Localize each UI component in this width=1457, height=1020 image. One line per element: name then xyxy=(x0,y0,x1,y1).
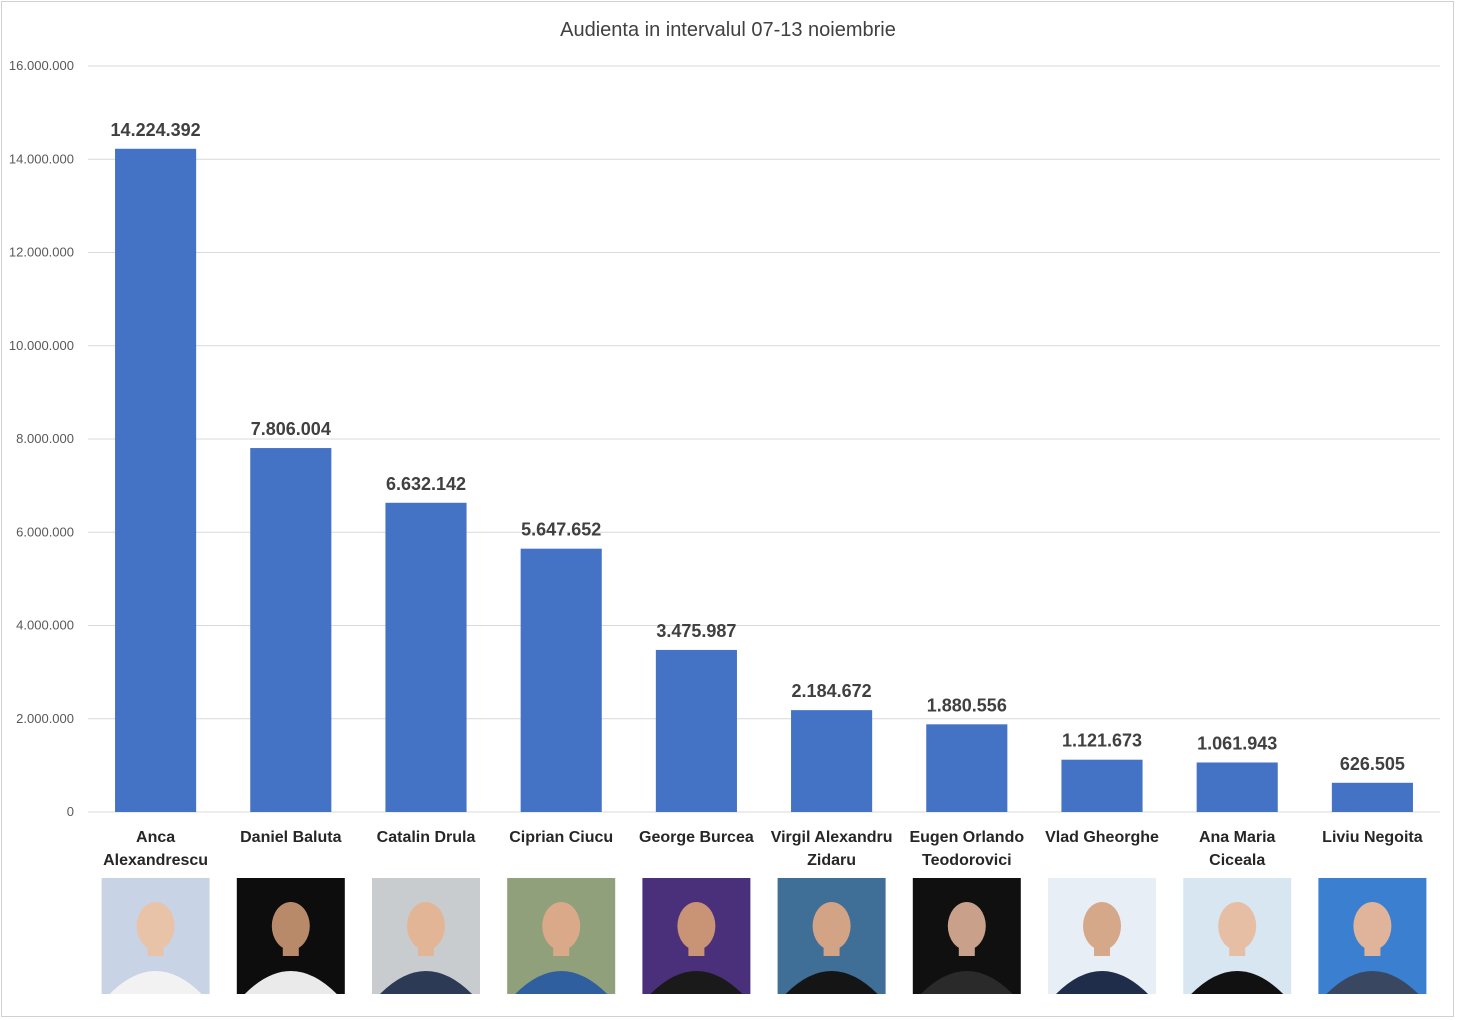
category-label: Ana Maria xyxy=(1199,829,1276,846)
data-label: 3.475.987 xyxy=(656,621,736,641)
data-labels: 14.224.392 7.806.004 6.632.142 5.647.652 3.4… xyxy=(111,120,1405,774)
category-label: Eugen Orlando xyxy=(909,829,1024,846)
portrait-shoulders xyxy=(1191,971,1284,994)
category-label: George Burcea xyxy=(639,829,754,846)
bar xyxy=(385,502,467,812)
bar xyxy=(115,148,197,812)
category-label: Liviu Negoita xyxy=(1322,829,1423,846)
portraits xyxy=(101,878,1427,994)
x-axis-labels: Anca Alexandrescu Daniel Baluta Catalin Dru… xyxy=(103,829,1423,869)
bar xyxy=(655,649,737,812)
portrait-shoulders xyxy=(109,971,202,994)
anca-alexandrescu-portrait-icon xyxy=(101,878,210,994)
portrait-head xyxy=(407,902,445,950)
data-label: 6.632.142 xyxy=(386,474,466,494)
data-label: 5.647.652 xyxy=(521,520,601,540)
portrait-head xyxy=(1218,902,1257,950)
category-label: Ciprian Ciucu xyxy=(509,829,613,846)
y-tick-label: 8.000.000 xyxy=(16,431,74,446)
george-burcea-portrait-icon xyxy=(642,878,751,994)
data-label: 1.061.943 xyxy=(1197,733,1277,753)
bar xyxy=(520,548,602,812)
daniel-baluta-portrait-icon xyxy=(236,878,345,994)
portrait-shoulders xyxy=(380,971,472,994)
y-axis-ticks: 0 2.000.000 4.000.000 6.000.000 8.000.000 10.… xyxy=(9,58,74,819)
category-label: Daniel Baluta xyxy=(240,829,341,846)
y-tick-label: 12.000.000 xyxy=(9,245,74,260)
portrait-shoulders xyxy=(650,971,743,994)
portrait-head xyxy=(812,902,851,950)
chart-title: Audienta in intervalul 07-13 noiembrie xyxy=(560,19,896,41)
y-tick-label: 16.000.000 xyxy=(9,58,74,73)
eugen-teodorovici-portrait-icon xyxy=(912,878,1021,994)
bar xyxy=(791,710,873,812)
catalin-drula-portrait-icon xyxy=(372,878,480,994)
portrait-shoulders xyxy=(244,971,337,994)
category-label: Teodorovici xyxy=(922,852,1012,869)
y-tick-label: 10.000.000 xyxy=(9,338,74,353)
y-tick-label: 6.000.000 xyxy=(16,524,74,539)
data-label: 14.224.392 xyxy=(111,120,201,140)
portrait-shoulders xyxy=(1326,971,1419,994)
category-label: Virgil Alexandru xyxy=(771,829,893,846)
y-tick-label: 4.000.000 xyxy=(16,618,74,633)
y-tick-label: 0 xyxy=(67,804,74,819)
portrait-shoulders xyxy=(515,971,608,994)
category-label: Catalin Drula xyxy=(377,829,476,846)
bar xyxy=(1061,759,1143,812)
portrait-head xyxy=(271,902,310,950)
portrait-head xyxy=(1353,902,1392,950)
bar xyxy=(1331,782,1413,812)
data-label: 2.184.672 xyxy=(792,681,872,701)
bars xyxy=(115,148,1413,812)
portrait-head xyxy=(136,902,175,950)
portrait-head xyxy=(542,902,581,950)
liviu-negoita-portrait-icon xyxy=(1318,878,1427,994)
category-label: Zidaru xyxy=(807,852,856,869)
data-label: 1.121.673 xyxy=(1062,731,1142,751)
data-label: 1.880.556 xyxy=(927,695,1007,715)
data-label: 626.505 xyxy=(1340,754,1405,774)
category-label: Alexandrescu xyxy=(103,852,208,869)
data-label: 7.806.004 xyxy=(251,419,331,439)
bar xyxy=(926,724,1008,812)
portrait-head xyxy=(677,902,716,950)
category-label: Ciceala xyxy=(1209,852,1265,869)
y-tick-label: 14.000.000 xyxy=(9,151,74,166)
bar xyxy=(250,448,332,812)
ana-maria-ciceala-portrait-icon xyxy=(1183,878,1292,994)
category-label: Anca xyxy=(136,829,175,846)
portrait-shoulders xyxy=(920,971,1013,994)
portrait-shoulders xyxy=(785,971,878,994)
virgil-zidaru-portrait-icon xyxy=(777,878,886,994)
ciprian-ciucu-portrait-icon xyxy=(507,878,616,994)
vlad-gheorghe-portrait-icon xyxy=(1048,878,1156,994)
portrait-shoulders xyxy=(1056,971,1148,994)
bar xyxy=(1196,762,1278,812)
portrait-head xyxy=(1083,902,1121,950)
portrait-head xyxy=(947,902,986,950)
y-tick-label: 2.000.000 xyxy=(16,711,74,726)
category-label: Vlad Gheorghe xyxy=(1045,829,1159,846)
